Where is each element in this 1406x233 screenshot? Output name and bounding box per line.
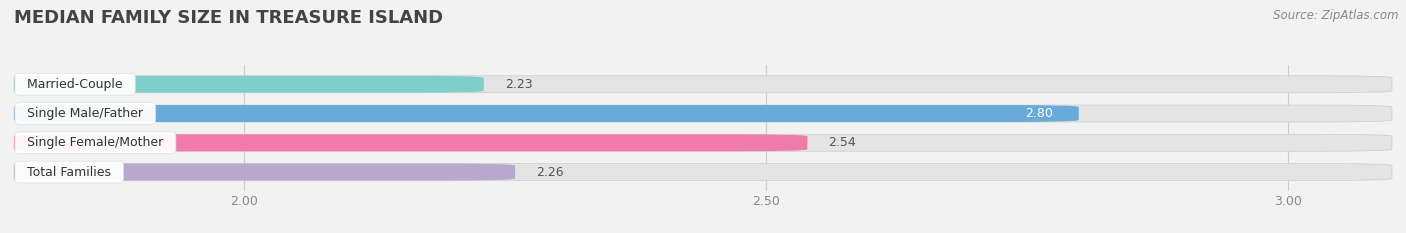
FancyBboxPatch shape (14, 105, 1078, 122)
Text: 2.26: 2.26 (536, 165, 564, 178)
Text: Married-Couple: Married-Couple (20, 78, 131, 91)
FancyBboxPatch shape (14, 134, 1392, 151)
Text: 2.23: 2.23 (505, 78, 533, 91)
Text: 2.54: 2.54 (828, 136, 856, 149)
Text: Single Male/Father: Single Male/Father (20, 107, 152, 120)
FancyBboxPatch shape (14, 76, 1392, 93)
Text: Source: ZipAtlas.com: Source: ZipAtlas.com (1274, 9, 1399, 22)
FancyBboxPatch shape (14, 76, 484, 93)
Text: 2.80: 2.80 (1025, 107, 1053, 120)
Text: Single Female/Mother: Single Female/Mother (20, 136, 172, 149)
Text: Total Families: Total Families (20, 165, 120, 178)
FancyBboxPatch shape (14, 164, 515, 181)
FancyBboxPatch shape (14, 105, 1392, 122)
Text: MEDIAN FAMILY SIZE IN TREASURE ISLAND: MEDIAN FAMILY SIZE IN TREASURE ISLAND (14, 9, 443, 27)
FancyBboxPatch shape (14, 164, 1392, 181)
FancyBboxPatch shape (14, 134, 807, 151)
